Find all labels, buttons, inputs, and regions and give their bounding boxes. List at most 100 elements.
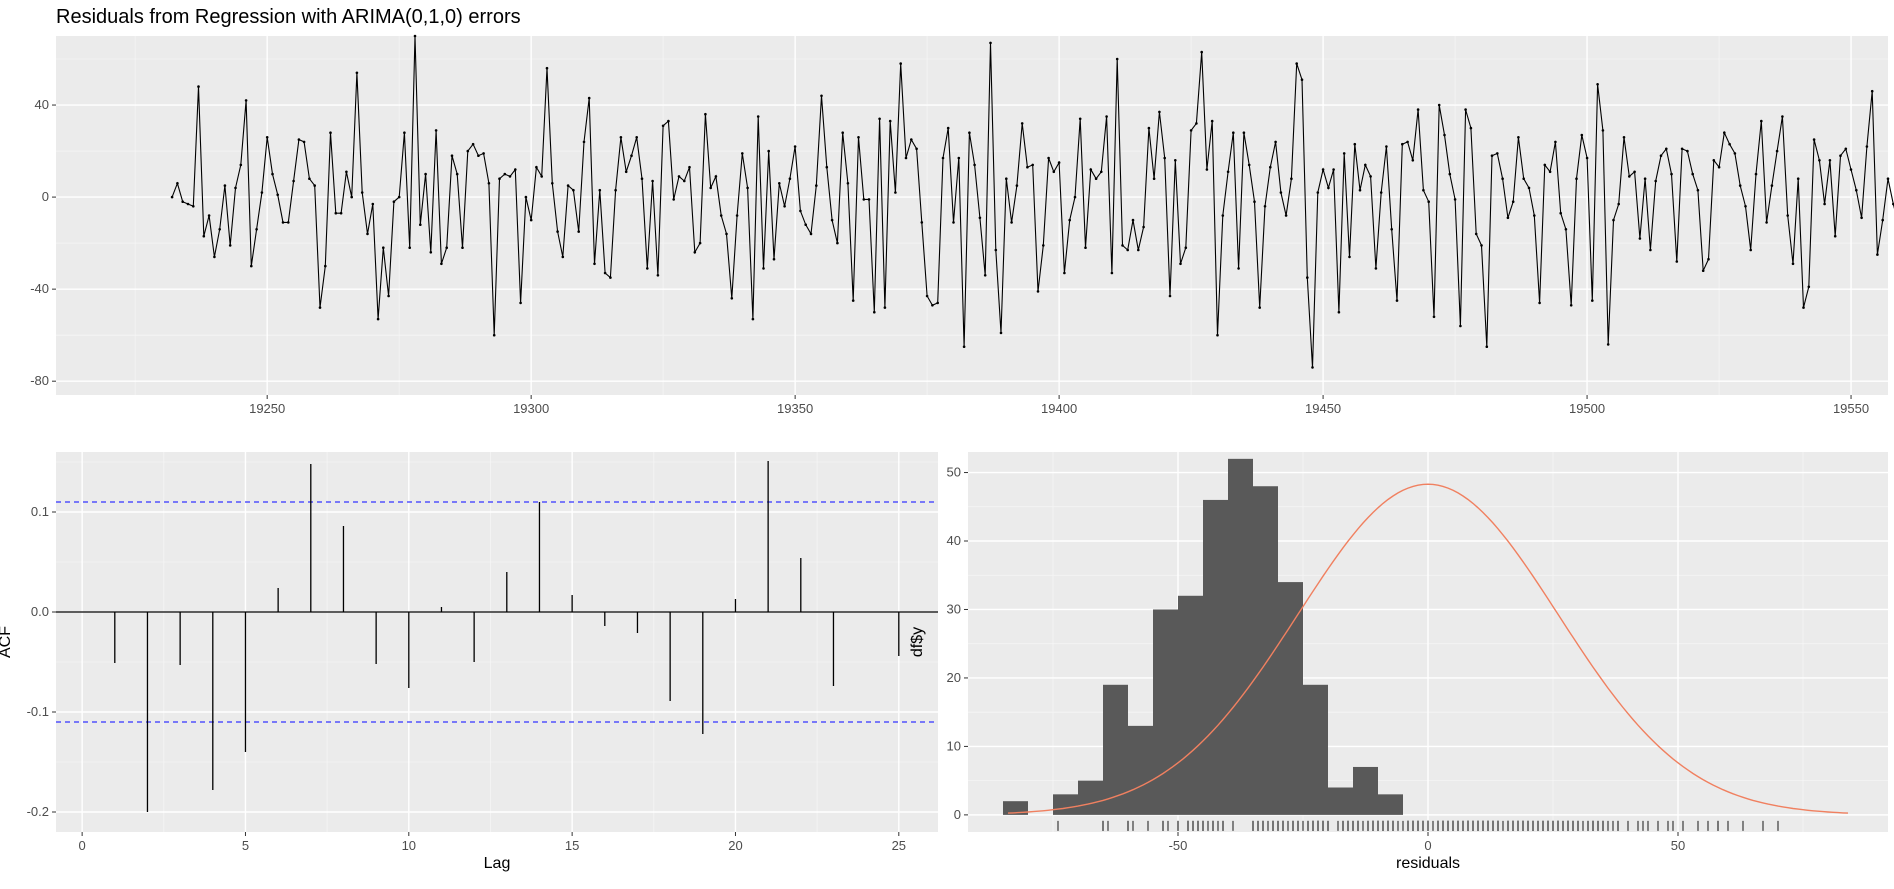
residual-point bbox=[1796, 177, 1800, 180]
residual-point bbox=[1533, 214, 1536, 217]
residual-point bbox=[1527, 186, 1531, 190]
residual-point bbox=[397, 195, 401, 199]
residual-point bbox=[677, 175, 681, 178]
residual-point bbox=[1174, 159, 1177, 162]
residual-point bbox=[487, 182, 491, 185]
residual-point bbox=[883, 306, 887, 309]
residual-point bbox=[1179, 262, 1182, 266]
residual-point bbox=[466, 149, 470, 153]
y-tick-label: 50 bbox=[947, 465, 961, 480]
residual-point bbox=[1770, 184, 1774, 187]
residual-point bbox=[904, 156, 908, 160]
residual-point bbox=[1738, 184, 1742, 187]
residual-point bbox=[1675, 260, 1679, 263]
residual-point bbox=[1147, 126, 1151, 130]
residual-point bbox=[1569, 304, 1573, 307]
residual-point bbox=[1849, 168, 1853, 171]
residual-point bbox=[181, 200, 184, 203]
residual-point bbox=[1121, 244, 1124, 247]
residual-point bbox=[1385, 145, 1388, 148]
residual-point bbox=[1353, 142, 1357, 146]
residual-point bbox=[767, 149, 770, 153]
residual-point bbox=[1242, 131, 1246, 134]
acf-panel-background bbox=[56, 452, 938, 832]
residual-point bbox=[1332, 168, 1335, 171]
residual-point bbox=[1210, 119, 1214, 123]
residual-point bbox=[1401, 142, 1404, 146]
residual-point bbox=[1490, 154, 1494, 157]
residual-point bbox=[672, 198, 675, 201]
residual-point bbox=[1237, 267, 1240, 270]
residual-point bbox=[1749, 248, 1752, 252]
residual-point bbox=[1295, 62, 1298, 65]
residual-point bbox=[587, 96, 591, 100]
residual-point bbox=[1728, 142, 1731, 146]
residual-point bbox=[1802, 306, 1805, 309]
residual-point bbox=[957, 156, 961, 160]
histogram-panel: -50 0 50 0 10 20 30 40 50 residuals df$y bbox=[909, 452, 1888, 872]
residual-point bbox=[572, 188, 575, 192]
x-tick-label: 25 bbox=[892, 838, 906, 853]
residual-point bbox=[223, 184, 227, 187]
residual-point bbox=[1839, 154, 1842, 157]
histogram-bar bbox=[1103, 684, 1128, 815]
residual-point bbox=[1643, 177, 1647, 180]
residual-point bbox=[192, 205, 195, 208]
residual-point bbox=[1358, 188, 1362, 192]
residual-point bbox=[1480, 244, 1483, 247]
residual-point bbox=[952, 221, 955, 224]
residual-point bbox=[582, 140, 586, 144]
residual-point bbox=[255, 228, 258, 231]
residual-point bbox=[1828, 159, 1832, 162]
residual-point bbox=[1269, 165, 1272, 169]
residual-point bbox=[387, 294, 390, 298]
residual-point bbox=[360, 191, 364, 194]
residual-point bbox=[941, 156, 945, 160]
residual-point bbox=[851, 299, 855, 302]
histogram-bar bbox=[1153, 609, 1178, 815]
residual-point bbox=[382, 246, 385, 249]
residual-point bbox=[197, 85, 200, 88]
residual-point bbox=[514, 168, 517, 171]
residual-point bbox=[350, 195, 354, 199]
residual-point bbox=[1443, 133, 1446, 137]
residual-point bbox=[434, 129, 438, 132]
residual-point bbox=[1580, 133, 1584, 137]
residual-point bbox=[1089, 168, 1093, 171]
residual-point bbox=[1168, 294, 1172, 298]
histogram-bar bbox=[1303, 684, 1328, 815]
residual-point bbox=[1427, 200, 1430, 203]
residual-point bbox=[1274, 140, 1277, 144]
residual-point bbox=[683, 179, 686, 183]
residual-point bbox=[593, 262, 596, 266]
residual-point bbox=[492, 333, 496, 337]
residual-point bbox=[1496, 152, 1499, 155]
residual-point bbox=[440, 262, 443, 266]
residual-point bbox=[1306, 276, 1309, 279]
residual-point bbox=[1221, 214, 1225, 217]
residual-point bbox=[1020, 122, 1024, 125]
residual-point bbox=[825, 165, 829, 169]
residual-point bbox=[698, 241, 702, 245]
residual-point bbox=[815, 184, 818, 187]
residual-point bbox=[719, 214, 723, 217]
residual-point bbox=[1158, 110, 1161, 114]
residual-point bbox=[503, 172, 507, 176]
residual-point bbox=[1416, 108, 1420, 111]
residual-point bbox=[376, 317, 380, 321]
y-tick-label: 30 bbox=[947, 601, 961, 616]
residual-point bbox=[287, 221, 290, 224]
residual-point bbox=[1559, 211, 1562, 215]
residual-point bbox=[1596, 83, 1599, 86]
residual-point bbox=[1691, 172, 1694, 176]
residual-point bbox=[482, 152, 485, 155]
residual-point bbox=[899, 62, 902, 65]
residual-point bbox=[1474, 232, 1478, 236]
residual-point bbox=[804, 223, 807, 226]
histogram-bar bbox=[1053, 794, 1078, 815]
residual-point bbox=[471, 142, 475, 146]
residual-point bbox=[1078, 117, 1082, 121]
residual-point bbox=[392, 200, 396, 203]
x-tick-label: 19400 bbox=[1041, 401, 1077, 416]
residual-point bbox=[1781, 115, 1784, 118]
